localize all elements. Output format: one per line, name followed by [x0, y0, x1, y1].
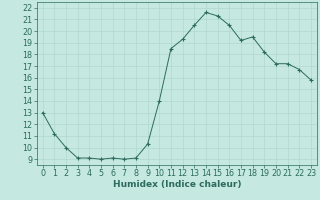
X-axis label: Humidex (Indice chaleur): Humidex (Indice chaleur) [113, 180, 241, 189]
